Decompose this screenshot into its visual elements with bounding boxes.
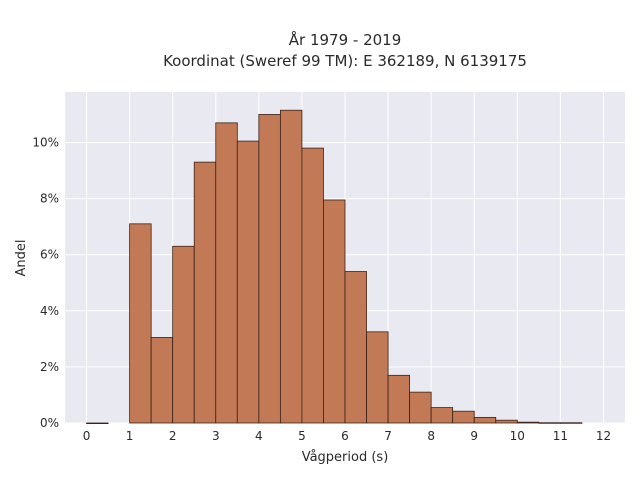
histogram-bar-10 — [323, 199, 346, 424]
x-axis-label: Vågperiod (s) — [302, 450, 389, 465]
histogram-bar-0 — [86, 422, 109, 425]
x-tick-label-12: 12 — [596, 429, 611, 443]
x-tick-label-10: 10 — [510, 429, 525, 443]
x-tick-label-5: 5 — [298, 429, 306, 443]
y-tick-label-5: 10% — [32, 135, 59, 149]
x-tick-labels: 0 1 2 3 4 5 6 7 8 9 10 11 12 — [83, 429, 611, 443]
x-tick-label-2: 2 — [169, 429, 177, 443]
histogram-bar-3 — [172, 245, 195, 424]
histogram-bar-16 — [452, 410, 475, 424]
histogram-bar-5 — [215, 122, 238, 424]
x-tick-label-6: 6 — [341, 429, 349, 443]
histogram-bar-2 — [150, 337, 174, 424]
x-tick-label-1: 1 — [126, 429, 134, 443]
histogram-bar-11 — [344, 271, 367, 424]
histogram-bar-19 — [516, 421, 540, 424]
y-tick-label-4: 8% — [40, 192, 59, 206]
histogram-bar-17 — [473, 416, 497, 424]
x-tick-label-7: 7 — [384, 429, 392, 443]
y-tick-label-1: 2% — [40, 360, 59, 374]
histogram-bar-20 — [538, 422, 561, 424]
histogram-bar-4 — [193, 161, 217, 424]
histogram-bar-7 — [258, 114, 281, 424]
x-tick-label-3: 3 — [212, 429, 220, 443]
x-tick-label-0: 0 — [83, 429, 91, 443]
histogram-bar-14 — [409, 391, 432, 424]
y-tick-labels: 0% 2% 4% 6% 8% 10% — [32, 135, 59, 430]
histogram-bar-9 — [301, 147, 324, 424]
histogram-bar-6 — [236, 140, 260, 424]
histogram-bar-8 — [279, 109, 303, 424]
y-tick-label-3: 6% — [40, 248, 59, 262]
chart-title-line-2: Koordinat (Sweref 99 TM): E 362189, N 61… — [163, 52, 527, 70]
x-tick-label-9: 9 — [470, 429, 478, 443]
y-axis-label: Andel — [14, 240, 29, 277]
x-tick-label-8: 8 — [427, 429, 435, 443]
histogram-bar-12 — [366, 331, 389, 424]
x-tick-label-11: 11 — [553, 429, 568, 443]
y-tick-label-2: 4% — [40, 304, 59, 318]
histogram-bar-18 — [495, 419, 518, 424]
y-tick-label-0: 0% — [40, 416, 59, 430]
histogram-bar-21 — [559, 422, 583, 424]
bars — [86, 109, 583, 425]
x-tick-label-4: 4 — [255, 429, 263, 443]
chart-title-line-1: År 1979 - 2019 — [289, 30, 402, 49]
histogram-bar-1 — [129, 223, 152, 424]
histogram-bar-13 — [387, 374, 411, 424]
histogram-bar-15 — [430, 407, 454, 424]
